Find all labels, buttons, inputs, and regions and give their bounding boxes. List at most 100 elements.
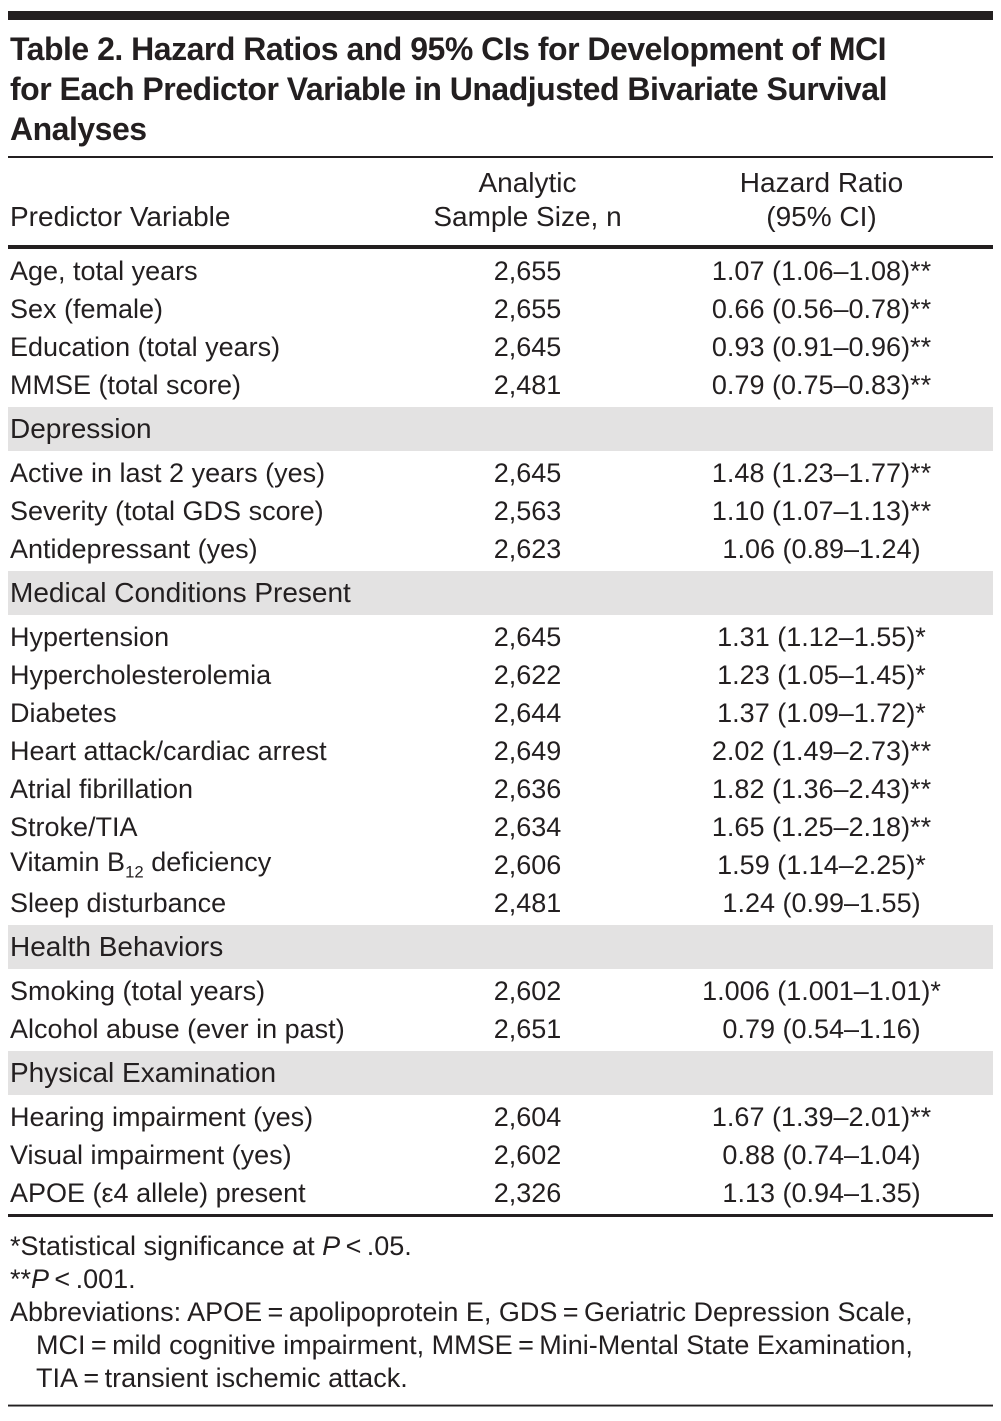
row-sample-size: 2,645 — [493, 621, 562, 652]
table-row: Antidepressant (yes) 2,623 1.06 (0.89–1.… — [8, 530, 993, 568]
figure-bottom-rule — [8, 1404, 993, 1407]
row-label: Hypercholesterolemia — [10, 659, 272, 690]
table-row: MMSE (total score) 2,481 0.79 (0.75–0.83… — [8, 366, 993, 404]
table-title-line-1: Table 2. Hazard Ratios and 95% CIs for D… — [10, 31, 886, 67]
table-row: Heart attack/cardiac arrest 2,649 2.02 (… — [8, 732, 993, 770]
row-hazard-ratio: 1.82 (1.36–2.43)** — [711, 773, 932, 804]
row-label: Hearing impairment (yes) — [10, 1101, 314, 1132]
row-hazard-ratio: 0.66 (0.56–0.78)** — [711, 293, 932, 324]
row-label: Sex (female) — [10, 293, 164, 324]
column-header-line: (95% CI) — [766, 201, 877, 232]
table-header-row: Predictor Variable Analytic Sample Size,… — [8, 158, 993, 245]
row-label: Education (total years) — [10, 331, 281, 362]
row-sample-size: 2,649 — [493, 735, 562, 766]
row-hazard-ratio: 0.79 (0.75–0.83)** — [711, 369, 932, 400]
column-header-sample-size: Analytic Sample Size, n — [405, 166, 650, 234]
row-label: Vitamin B12 deficiency — [10, 847, 272, 882]
row-sample-size: 2,655 — [493, 293, 562, 324]
row-sample-size: 2,602 — [493, 1139, 562, 1170]
section-header-row: Depression — [8, 407, 993, 451]
column-header-line: Predictor Variable — [10, 201, 231, 232]
table-row: Education (total years) 2,645 0.93 (0.91… — [8, 328, 993, 366]
row-hazard-ratio: 1.006 (1.001–1.01)* — [702, 975, 941, 1006]
row-label: Alcohol abuse (ever in past) — [10, 1013, 345, 1044]
table-title: Table 2. Hazard Ratios and 95% CIs for D… — [10, 29, 993, 149]
row-label: Stroke/TIA — [10, 811, 138, 842]
footnote-line: MCI = mild cognitive impairment, MMSE = … — [36, 1330, 913, 1360]
row-hazard-ratio: 1.07 (1.06–1.08)** — [711, 255, 932, 286]
table-row: Visual impairment (yes) 2,602 0.88 (0.74… — [8, 1136, 993, 1174]
footnote-line: Abbreviations: APOE = apolipoprotein E, … — [10, 1297, 913, 1327]
header-rule — [8, 245, 993, 249]
table-body: Age, total years 2,655 1.07 (1.06–1.08)*… — [8, 249, 993, 1212]
row-sample-size: 2,326 — [493, 1177, 562, 1208]
section-label: Physical Examination — [10, 1057, 277, 1088]
row-hazard-ratio: 1.13 (0.94–1.35) — [722, 1177, 921, 1208]
row-label: Atrial fibrillation — [10, 773, 194, 804]
row-hazard-ratio: 1.37 (1.09–1.72)* — [717, 697, 926, 728]
table-bottom-rule — [8, 1214, 993, 1217]
row-sample-size: 2,602 — [493, 975, 562, 1006]
row-sample-size: 2,481 — [493, 369, 562, 400]
paper-table-figure: Table 2. Hazard Ratios and 95% CIs for D… — [0, 11, 1001, 1407]
row-label: Hypertension — [10, 621, 170, 652]
row-hazard-ratio: 1.65 (1.25–2.18)** — [711, 811, 932, 842]
row-hazard-ratio: 0.93 (0.91–0.96)** — [711, 331, 932, 362]
table-row: Smoking (total years) 2,602 1.006 (1.001… — [8, 972, 993, 1010]
row-sample-size: 2,623 — [493, 533, 562, 564]
table-row: Vitamin B12 deficiency 2,606 1.59 (1.14–… — [8, 846, 993, 884]
row-label: Diabetes — [10, 697, 117, 728]
row-hazard-ratio: 1.48 (1.23–1.77)** — [711, 457, 932, 488]
row-sample-size: 2,645 — [493, 457, 562, 488]
row-sample-size: 2,622 — [493, 659, 562, 690]
title-rule — [8, 156, 993, 158]
table-row: Atrial fibrillation 2,636 1.82 (1.36–2.4… — [8, 770, 993, 808]
footnotes: *Statistical significance at P < .05. **… — [8, 1217, 993, 1404]
row-label: Sleep disturbance — [10, 887, 227, 918]
row-label: Smoking (total years) — [10, 975, 266, 1006]
table-row: Age, total years 2,655 1.07 (1.06–1.08)*… — [8, 252, 993, 290]
table-row: Diabetes 2,644 1.37 (1.09–1.72)* — [8, 694, 993, 732]
column-header-predictor-variable: Predictor Variable — [8, 200, 405, 234]
row-hazard-ratio: 1.23 (1.05–1.45)* — [717, 659, 926, 690]
row-label: Visual impairment (yes) — [10, 1139, 292, 1170]
footnote-line: *Statistical significance at P < .05. — [10, 1231, 412, 1261]
row-label: Active in last 2 years (yes) — [10, 457, 326, 488]
footnote-line: TIA = transient ischemic attack. — [36, 1363, 408, 1393]
row-hazard-ratio: 1.10 (1.07–1.13)** — [711, 495, 932, 526]
column-header-line: Analytic — [478, 167, 577, 198]
row-sample-size: 2,481 — [493, 887, 562, 918]
row-label: Heart attack/cardiac arrest — [10, 735, 327, 766]
row-sample-size: 2,644 — [493, 697, 562, 728]
table-row: Active in last 2 years (yes) 2,645 1.48 … — [8, 454, 993, 492]
row-hazard-ratio: 1.24 (0.99–1.55) — [722, 887, 921, 918]
table-title-line-2: for Each Predictor Variable in Unadjuste… — [10, 71, 887, 107]
row-sample-size: 2,655 — [493, 255, 562, 286]
column-header-hazard-ratio: Hazard Ratio (95% CI) — [650, 166, 993, 234]
row-hazard-ratio: 1.59 (1.14–2.25)* — [717, 849, 926, 880]
section-header-row: Physical Examination — [8, 1051, 993, 1095]
row-sample-size: 2,645 — [493, 331, 562, 362]
section-label: Medical Conditions Present — [10, 577, 351, 608]
table-row: Stroke/TIA 2,634 1.65 (1.25–2.18)** — [8, 808, 993, 846]
row-sample-size: 2,604 — [493, 1101, 562, 1132]
table-row: Hypercholesterolemia 2,622 1.23 (1.05–1.… — [8, 656, 993, 694]
row-sample-size: 2,636 — [493, 773, 562, 804]
top-rule — [8, 11, 993, 20]
row-label: Severity (total GDS score) — [10, 495, 324, 526]
row-label: APOE (ε4 allele) present — [10, 1177, 306, 1208]
section-label: Health Behaviors — [10, 931, 224, 962]
table-row: Severity (total GDS score) 2,563 1.10 (1… — [8, 492, 993, 530]
row-sample-size: 2,651 — [493, 1013, 562, 1044]
row-hazard-ratio: 0.79 (0.54–1.16) — [722, 1013, 921, 1044]
row-label: Antidepressant (yes) — [10, 533, 258, 564]
row-hazard-ratio: 1.31 (1.12–1.55)* — [717, 621, 926, 652]
row-sample-size: 2,634 — [493, 811, 562, 842]
row-label: MMSE (total score) — [10, 369, 242, 400]
table-title-line-3: Analyses — [10, 111, 147, 147]
section-header-row: Health Behaviors — [8, 925, 993, 969]
section-header-row: Medical Conditions Present — [8, 571, 993, 615]
section-label: Depression — [10, 413, 152, 444]
column-header-line: Hazard Ratio — [739, 167, 904, 198]
table-row: APOE (ε4 allele) present 2,326 1.13 (0.9… — [8, 1174, 993, 1212]
